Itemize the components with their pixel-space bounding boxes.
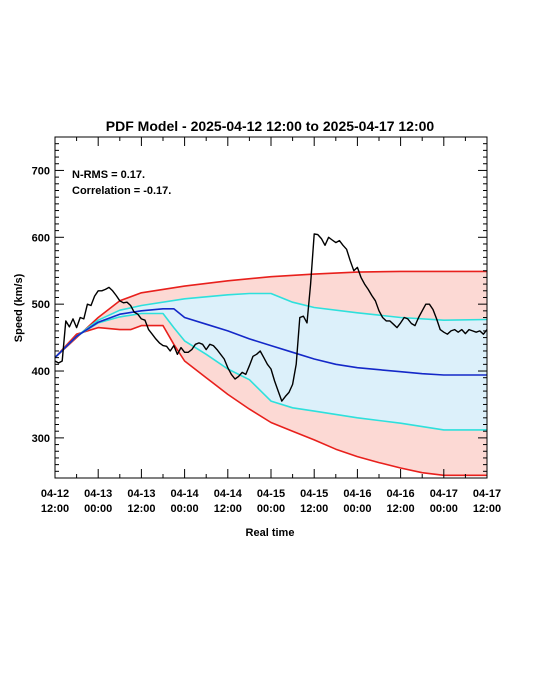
x-axis-title: Real time bbox=[246, 527, 295, 539]
x-tick-label-date: 04-17 bbox=[430, 488, 458, 500]
x-tick-label-date: 04-12 bbox=[41, 488, 69, 500]
y-axis-title: Speed (km/s) bbox=[13, 273, 25, 342]
inner-upper-line bbox=[54, 292, 488, 359]
x-tick-label-time: 12:00 bbox=[473, 503, 501, 515]
x-tick-label-time: 12:00 bbox=[300, 503, 328, 515]
correlation-annotation: Correlation = -0.17. bbox=[72, 185, 171, 197]
y-tick-label: 300 bbox=[32, 433, 50, 445]
x-tick-label-time: 12:00 bbox=[41, 503, 69, 515]
y-tick-label: 400 bbox=[32, 366, 50, 378]
lines-layer bbox=[54, 233, 488, 477]
observed-line bbox=[54, 233, 488, 402]
bands-layer bbox=[55, 271, 487, 476]
x-tick-label-date: 04-14 bbox=[171, 488, 200, 500]
chart-title: PDF Model - 2025-04-12 12:00 to 2025-04-… bbox=[106, 118, 435, 134]
x-tick-label-time: 12:00 bbox=[214, 503, 242, 515]
x-tick-label-time: 12:00 bbox=[127, 503, 155, 515]
y-tick-label: 500 bbox=[32, 299, 50, 311]
x-tick-label-date: 04-14 bbox=[214, 488, 243, 500]
x-ticks: 04-12 12:00 04-13 00:00 04-13 12:00 04-14 00:00… bbox=[41, 137, 501, 515]
nrms-annotation: N-RMS = 0.17. bbox=[72, 169, 145, 181]
x-tick-label-date: 04-13 bbox=[84, 488, 112, 500]
x-tick-label-date: 04-15 bbox=[257, 488, 285, 500]
x-tick-label-date: 04-16 bbox=[387, 488, 415, 500]
x-tick-label-time: 00:00 bbox=[84, 503, 112, 515]
x-tick-label-date: 04-13 bbox=[127, 488, 155, 500]
x-tick-label-date: 04-16 bbox=[343, 488, 371, 500]
x-tick-label-time: 00:00 bbox=[257, 503, 285, 515]
outer-upper-line bbox=[54, 270, 487, 359]
x-tick-label-time: 00:00 bbox=[430, 503, 458, 515]
outer-lower-line bbox=[54, 324, 487, 477]
y-ticks: 300 400 500 600 700 bbox=[32, 143, 487, 472]
y-tick-label: 600 bbox=[32, 232, 50, 244]
y-tick-label: 700 bbox=[32, 165, 50, 177]
x-tick-label-date: 04-15 bbox=[300, 488, 328, 500]
inner-band-area bbox=[55, 293, 487, 430]
x-tick-label-time: 00:00 bbox=[171, 503, 199, 515]
x-tick-label-date: 04-17 bbox=[473, 488, 501, 500]
inner-lower-line bbox=[54, 312, 487, 431]
x-tick-label-time: 00:00 bbox=[343, 503, 371, 515]
plot-area: 04-12 12:00 04-13 00:00 04-13 12:00 04-14 00:00… bbox=[32, 136, 501, 515]
model-line bbox=[54, 308, 487, 376]
x-tick-label-time: 12:00 bbox=[387, 503, 415, 515]
